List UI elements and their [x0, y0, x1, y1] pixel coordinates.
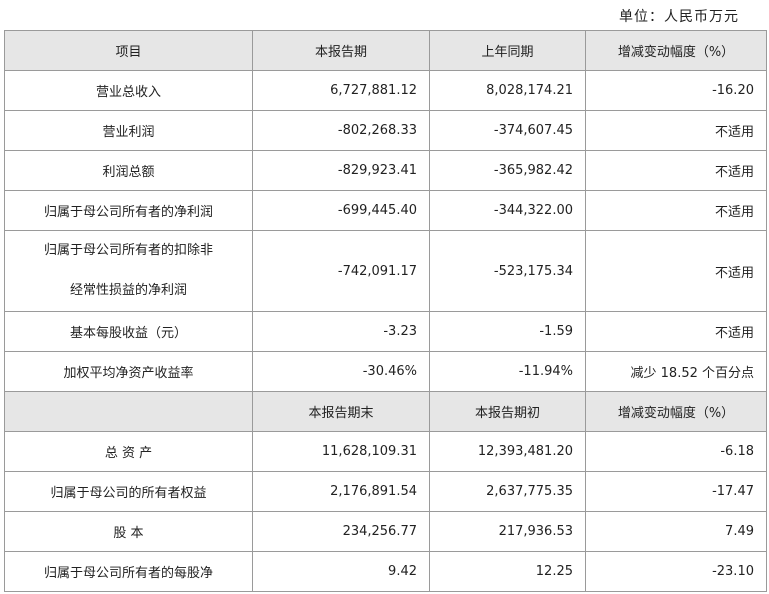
column-header [4, 391, 253, 432]
unit-label: 单位：人民币万元 [619, 9, 739, 25]
item-label: 加权平均净资产收益率 [4, 351, 253, 392]
prior-value: -365,982.42 [429, 150, 586, 191]
prior-value: -11.94% [429, 351, 586, 392]
prior-value: 12.25 [429, 551, 586, 592]
column-header: 增减变动幅度（%） [585, 391, 767, 432]
column-header: 本报告期末 [252, 391, 430, 432]
prior-value: 8,028,174.21 [429, 70, 586, 111]
item-label: 利润总额 [4, 150, 253, 191]
prior-value: -344,322.00 [429, 190, 586, 231]
change-value: -23.10 [585, 551, 767, 592]
column-header: 本报告期 [252, 30, 430, 71]
table-row: 营业利润 -802,268.33 -374,607.45 不适用 [4, 110, 767, 151]
table-row: 基本每股收益（元） -3.23 -1.59 不适用 [4, 311, 767, 352]
change-value: 不适用 [585, 150, 767, 191]
change-value: -17.47 [585, 471, 767, 512]
change-value: 不适用 [585, 230, 767, 312]
table-row: 归属于母公司所有者的扣除非 经常性损益的净利润 -742,091.17 -523,17… [4, 230, 767, 312]
item-label: 营业利润 [4, 110, 253, 151]
prior-value: -523,175.34 [429, 230, 586, 312]
table-row: 营业总收入 6,727,881.12 8,028,174.21 -16.20 [4, 70, 767, 111]
prior-value: -374,607.45 [429, 110, 586, 151]
current-value: -742,091.17 [252, 230, 430, 312]
table-row: 归属于母公司所有者的净利润 -699,445.40 -344,322.00 不适用 [4, 190, 767, 231]
item-label: 归属于母公司所有者的每股净 [4, 551, 253, 592]
item-label: 基本每股收益（元） [4, 311, 253, 352]
current-value: -802,268.33 [252, 110, 430, 151]
item-label-line2: 经常性损益的净利润 [69, 283, 187, 298]
column-header: 本报告期初 [429, 391, 586, 432]
change-value: 7.49 [585, 511, 767, 552]
column-header: 项目 [4, 30, 253, 71]
change-value: -6.18 [585, 431, 767, 472]
column-header: 上年同期 [429, 30, 586, 71]
change-value: 不适用 [585, 311, 767, 352]
table-row: 加权平均净资产收益率 -30.46% -11.94% 减少 18.52 个百分点 [4, 351, 767, 392]
change-value: 减少 18.52 个百分点 [585, 351, 767, 392]
item-label: 归属于母公司所有者的扣除非 经常性损益的净利润 [4, 230, 253, 312]
current-value: 9.42 [252, 551, 430, 592]
prior-value: 12,393,481.20 [429, 431, 586, 472]
item-label-line1: 归属于母公司所有者的扣除非 [43, 243, 213, 258]
change-value: 不适用 [585, 110, 767, 151]
change-value: 不适用 [585, 190, 767, 231]
header-row: 项目 本报告期 上年同期 增减变动幅度（%） [4, 30, 767, 71]
table-row: 利润总额 -829,923.41 -365,982.42 不适用 [4, 150, 767, 191]
item-label: 营业总收入 [4, 70, 253, 111]
current-value: -829,923.41 [252, 150, 430, 191]
current-value: -30.46% [252, 351, 430, 392]
item-label: 总 资 产 [4, 431, 253, 472]
current-value: 2,176,891.54 [252, 471, 430, 512]
header-row: 本报告期末 本报告期初 增减变动幅度（%） [4, 391, 767, 432]
current-value: 234,256.77 [252, 511, 430, 552]
item-label: 归属于母公司所有者的净利润 [4, 190, 253, 231]
table-row: 归属于母公司所有者的每股净 9.42 12.25 -23.10 [4, 551, 767, 592]
prior-value: 217,936.53 [429, 511, 586, 552]
table-row: 总 资 产 11,628,109.31 12,393,481.20 -6.18 [4, 431, 767, 472]
financial-summary-table: 项目 本报告期 上年同期 增减变动幅度（%） 营业总收入 6,727,881.12 8,02… [4, 30, 767, 592]
change-value: -16.20 [585, 70, 767, 111]
current-value: -699,445.40 [252, 190, 430, 231]
current-value: 11,628,109.31 [252, 431, 430, 472]
current-value: 6,727,881.12 [252, 70, 430, 111]
table-row: 股 本 234,256.77 217,936.53 7.49 [4, 511, 767, 552]
table-row: 归属于母公司的所有者权益 2,176,891.54 2,637,775.35 -17.… [4, 471, 767, 512]
current-value: -3.23 [252, 311, 430, 352]
item-label: 股 本 [4, 511, 253, 552]
column-header: 增减变动幅度（%） [585, 30, 767, 71]
prior-value: 2,637,775.35 [429, 471, 586, 512]
prior-value: -1.59 [429, 311, 586, 352]
item-label: 归属于母公司的所有者权益 [4, 471, 253, 512]
